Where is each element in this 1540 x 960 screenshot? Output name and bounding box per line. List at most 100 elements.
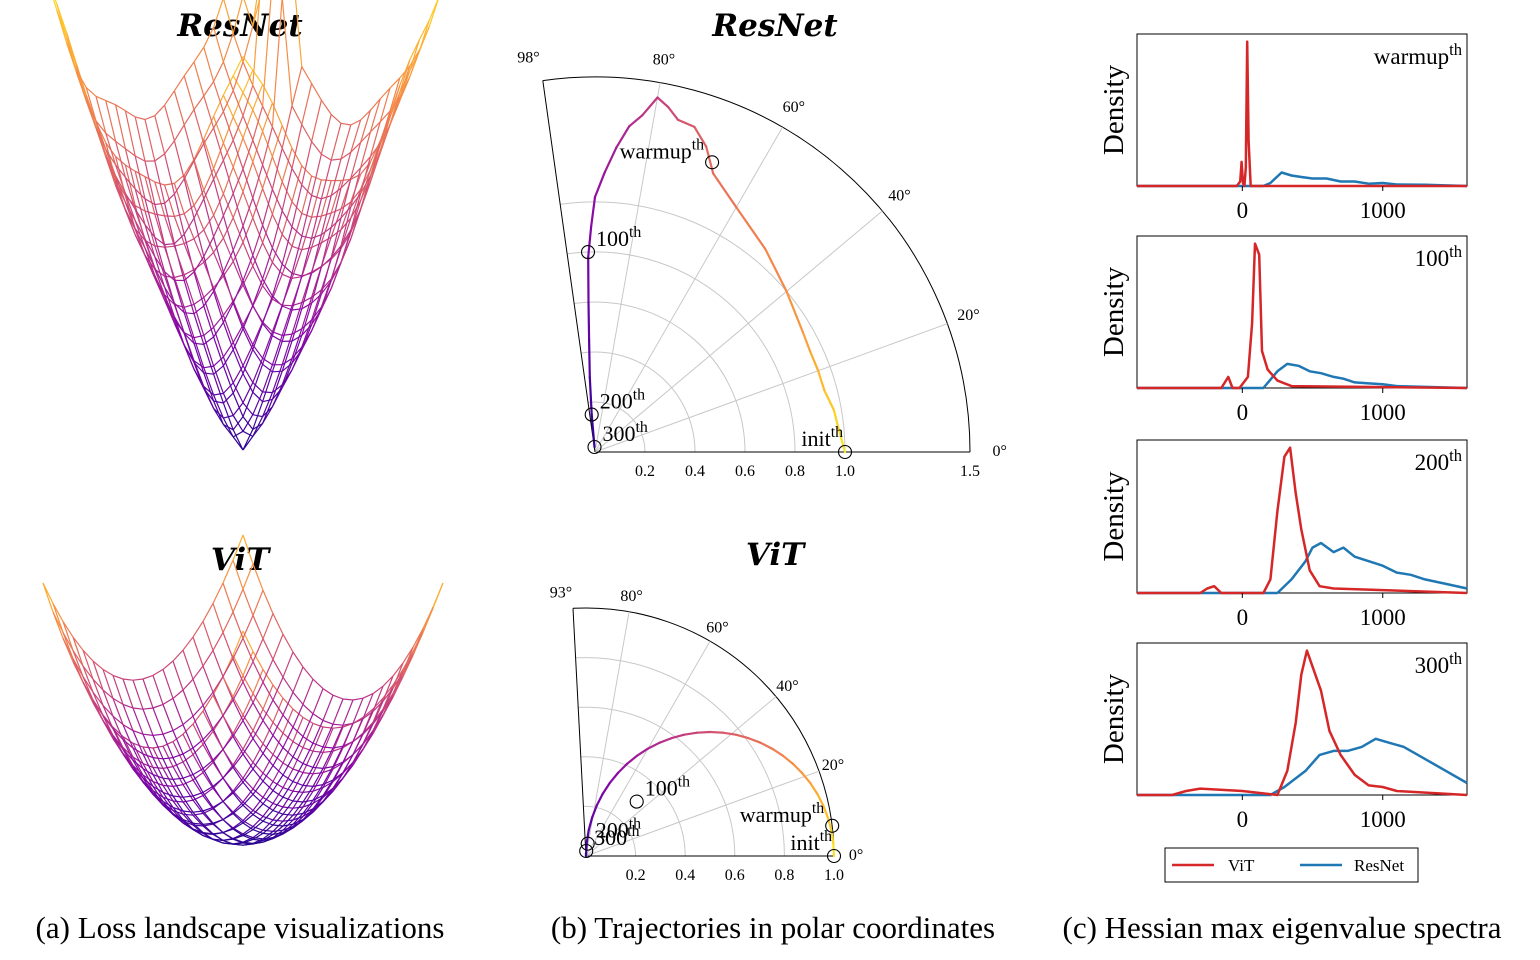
resnet-wire	[360, 175, 371, 210]
resnet-wire	[242, 305, 254, 330]
resnet-wire	[232, 139, 244, 170]
resnet-wire	[252, 164, 264, 199]
resnet-wire	[389, 96, 401, 126]
vit-wire	[232, 828, 244, 837]
vit-wire	[262, 833, 274, 841]
vit-wire	[72, 661, 84, 683]
resnet-wire	[144, 210, 156, 247]
resnet-wire	[144, 198, 156, 206]
vit-polar-trajectory-segment	[683, 731, 699, 736]
vit-polar-trajectory-segment	[608, 771, 620, 785]
resnet-wire	[213, 408, 224, 425]
vit-wire	[172, 766, 184, 785]
vit-wire	[272, 762, 284, 782]
vit-wire	[172, 733, 184, 743]
resnet-wire	[242, 70, 254, 93]
resnet-wire	[301, 66, 313, 84]
resnet-wire	[173, 277, 185, 308]
vit-wire	[172, 757, 184, 779]
vit-wire	[202, 744, 214, 763]
vit-wire	[222, 658, 234, 677]
vit-wire	[312, 772, 324, 775]
resnet-wire	[321, 226, 332, 236]
resnet-wire	[291, 272, 302, 277]
vit-wire	[202, 792, 214, 808]
resnet-wire	[428, 0, 439, 21]
vit-wire	[222, 766, 234, 779]
resnet-wire	[222, 349, 234, 367]
vit-wire	[312, 800, 324, 813]
vit-wire	[272, 684, 284, 699]
vit-polar-annotation-warmup: warmupth	[740, 800, 824, 827]
vit-wire	[292, 772, 304, 792]
vit-wire	[322, 688, 334, 696]
resnet-wire	[281, 210, 293, 228]
vit-wire	[172, 795, 184, 812]
vit-polar-plot: 0.2 0.4 0.6 0.8 1.0 0° 20° 40° 60° 80° 93° initthwa…	[550, 585, 864, 885]
vit-wire	[242, 730, 254, 750]
resnet-wire	[164, 184, 175, 217]
vit-wire	[102, 689, 114, 699]
vit-wire	[242, 768, 254, 783]
vit-polar-trajectory-segment	[816, 792, 825, 807]
vit-wire	[202, 710, 214, 732]
resnet-wire	[389, 77, 401, 112]
vit-wire	[202, 665, 214, 693]
vit-wire	[182, 813, 194, 816]
vit-wire	[262, 830, 274, 840]
resnet-wire	[193, 305, 205, 315]
resnet-wire	[222, 193, 234, 216]
resnet-wire	[291, 328, 303, 335]
vit-wire	[252, 708, 264, 731]
resnet-polar-trajectory-segment	[785, 290, 804, 334]
resnet-wire	[232, 416, 244, 431]
vit-wire	[252, 839, 264, 845]
vit-wire	[152, 757, 164, 760]
vit-wire	[382, 684, 394, 710]
resnet-wire	[243, 0, 254, 27]
resnet-wire	[271, 181, 283, 215]
resnet-wire	[105, 100, 116, 106]
vit-wire	[292, 790, 304, 793]
vit-wire	[112, 697, 124, 705]
resnet-wire	[252, 217, 264, 243]
vit-wire	[302, 773, 314, 793]
vit-wire	[172, 660, 184, 691]
vit-wire	[132, 707, 144, 710]
resnet-wire	[232, 328, 244, 350]
vit-wire	[232, 792, 244, 806]
vit-wire	[282, 726, 294, 748]
resnet-wire	[242, 161, 254, 192]
vit-polar-theta-tick-label: 40°	[776, 678, 798, 695]
resnet-wire	[311, 293, 322, 304]
vit-wire	[82, 650, 94, 680]
resnet-wire	[203, 236, 215, 257]
resnet-polar-r-tick-label: 0.8	[785, 463, 805, 480]
resnet-wire	[428, 0, 439, 27]
resnet-wire	[281, 363, 293, 388]
resnet-polar-annotation-100: 100th	[596, 224, 641, 251]
resnet-wire	[213, 111, 224, 129]
density-subplot-200: 0 1000 Density 200th	[1098, 439, 1468, 630]
vit-wire	[322, 750, 334, 773]
vit-wire	[302, 811, 314, 822]
vit-wire	[222, 819, 234, 829]
vit-wire	[172, 698, 184, 725]
vit-wire	[222, 792, 234, 802]
resnet-wire	[144, 160, 156, 205]
resnet-wire	[164, 140, 175, 155]
vit-wire	[182, 777, 194, 797]
vit-wire	[262, 743, 274, 756]
resnet-wire	[262, 321, 273, 333]
vit-wire	[262, 765, 274, 782]
resnet-wire	[262, 364, 273, 393]
resnet-wire	[281, 358, 293, 386]
resnet-polar-spoke	[594, 210, 883, 453]
vit-wire	[282, 796, 294, 802]
vit-wire	[262, 613, 274, 640]
resnet-wire	[369, 152, 381, 183]
vit-wire	[332, 777, 344, 792]
resnet-wire	[115, 185, 126, 210]
vit-wire	[312, 768, 324, 787]
resnet-wire	[262, 371, 273, 402]
